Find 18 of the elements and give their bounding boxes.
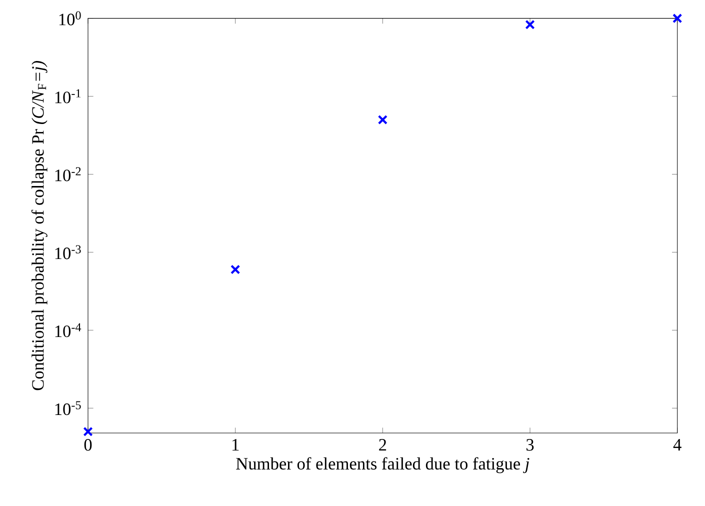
y-tick-label: 10$^{-2}$	[55, 167, 81, 182]
x-axis-title: Number of elements failed due to fatigue j	[236, 457, 530, 474]
y-tick-label: 10$^{-3}$	[55, 245, 81, 260]
y-tick-label: 10$^{0}$	[59, 11, 81, 26]
point	[672, 13, 682, 24]
x-tick-label: 2	[379, 439, 386, 451]
y-tick-label: 10$^{-5}$	[55, 401, 81, 416]
x-tick-label: 0	[84, 439, 92, 451]
y-tick-label: 10$^{-1}$	[55, 89, 81, 104]
point	[230, 264, 240, 274]
point	[83, 426, 93, 436]
y-axis-title: Conditional probability of collapse Pr (C/N$_{F}$=j)	[31, 60, 48, 390]
point	[378, 114, 388, 125]
x-tick-label: 4	[673, 439, 682, 450]
y-tick-label: 10$^{-4}$	[55, 323, 82, 338]
point	[525, 20, 535, 30]
x-tick-label: 3	[526, 439, 534, 451]
x-tick-label: 1	[232, 439, 239, 450]
